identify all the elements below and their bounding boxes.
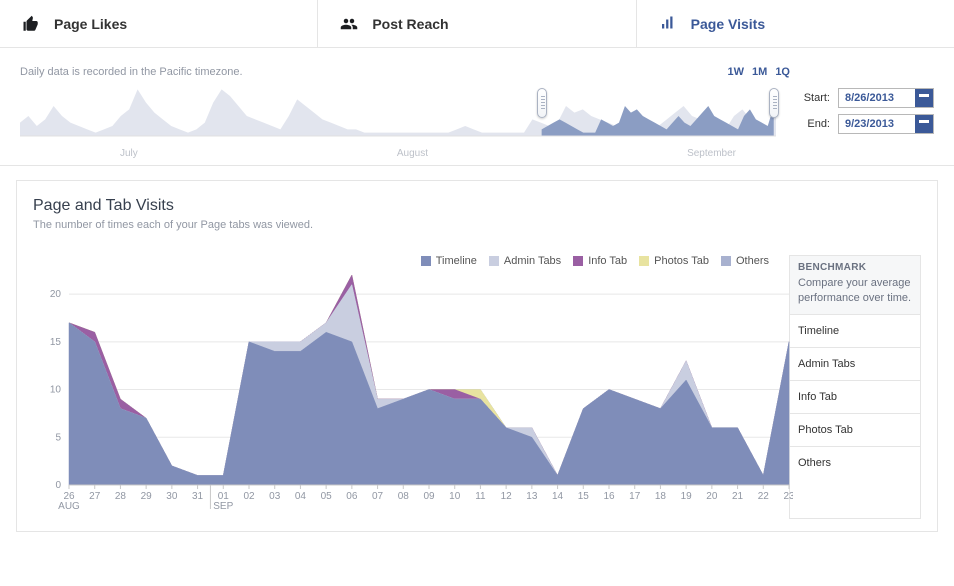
end-date-value: 9/23/2013: [845, 118, 894, 130]
svg-text:14: 14: [552, 491, 564, 502]
benchmark-title: BENCHMARK: [798, 262, 912, 273]
quick-range-1q[interactable]: 1Q: [775, 66, 790, 78]
svg-text:02: 02: [243, 491, 255, 502]
svg-text:30: 30: [166, 491, 178, 502]
svg-text:28: 28: [115, 491, 127, 502]
legend-swatch: [721, 256, 731, 266]
month-label: September: [687, 148, 736, 159]
overview-mini-chart-wrap: [20, 82, 776, 146]
stacked-area-chart[interactable]: 0510152026272829303101020304050607080910…: [33, 271, 793, 519]
bar-chart-icon: [659, 15, 677, 33]
calendar-icon: [915, 89, 933, 107]
overview-panel: Daily data is recorded in the Pacific ti…: [0, 48, 954, 166]
svg-text:12: 12: [501, 491, 513, 502]
legend-label: Info Tab: [588, 255, 627, 267]
legend-swatch: [639, 256, 649, 266]
benchmark-desc: Compare your average performance over ti…: [798, 276, 912, 306]
range-handle-start[interactable]: [537, 88, 547, 118]
legend-item[interactable]: Info Tab: [573, 255, 627, 267]
legend-swatch: [489, 256, 499, 266]
legend-item[interactable]: Admin Tabs: [489, 255, 561, 267]
legend-item[interactable]: Others: [721, 255, 769, 267]
benchmark-option[interactable]: Timeline: [790, 315, 920, 348]
benchmark-option[interactable]: Others: [790, 447, 920, 479]
svg-text:16: 16: [603, 491, 615, 502]
range-handle-end[interactable]: [769, 88, 779, 118]
tab-label: Page Visits: [691, 16, 765, 32]
svg-text:15: 15: [50, 337, 62, 348]
svg-text:20: 20: [50, 289, 62, 300]
benchmark-option[interactable]: Info Tab: [790, 381, 920, 414]
svg-text:11: 11: [475, 491, 486, 502]
svg-text:SEP: SEP: [213, 501, 233, 512]
top-tabs: Page Likes Post Reach Page Visits: [0, 0, 954, 48]
people-icon: [340, 15, 358, 33]
benchmark-option[interactable]: Photos Tab: [790, 414, 920, 447]
svg-text:5: 5: [55, 432, 61, 443]
svg-text:20: 20: [706, 491, 718, 502]
visits-card: Page and Tab Visits The number of times …: [16, 180, 938, 532]
date-range-selectors: Start: 8/26/2013 End: 9/23/2013: [804, 88, 934, 134]
end-date-label: End:: [804, 118, 830, 130]
legend-label: Timeline: [436, 255, 477, 267]
tab-page-visits[interactable]: Page Visits: [637, 0, 954, 47]
benchmark-option[interactable]: Admin Tabs: [790, 348, 920, 381]
legend-swatch: [421, 256, 431, 266]
quick-range-picker: 1W 1M 1Q: [728, 66, 790, 78]
chart-legend: Timeline Admin Tabs Info Tab Photos Tab Othe…: [33, 255, 773, 267]
svg-text:10: 10: [50, 385, 62, 396]
benchmark-header: BENCHMARK Compare your average performan…: [790, 256, 920, 315]
svg-text:08: 08: [398, 491, 410, 502]
tab-page-likes[interactable]: Page Likes: [0, 0, 318, 47]
tab-label: Page Likes: [54, 16, 127, 32]
svg-text:03: 03: [269, 491, 281, 502]
svg-text:15: 15: [578, 491, 590, 502]
legend-label: Admin Tabs: [504, 255, 561, 267]
svg-text:09: 09: [423, 491, 435, 502]
legend-label: Photos Tab: [654, 255, 709, 267]
quick-range-1m[interactable]: 1M: [752, 66, 767, 78]
svg-text:13: 13: [526, 491, 538, 502]
svg-text:0: 0: [55, 480, 61, 491]
thumbs-up-icon: [22, 15, 40, 33]
timezone-note: Daily data is recorded in the Pacific ti…: [20, 66, 934, 78]
svg-text:18: 18: [655, 491, 667, 502]
start-date-value: 8/26/2013: [845, 92, 894, 104]
svg-text:06: 06: [346, 491, 358, 502]
svg-text:17: 17: [629, 491, 641, 502]
svg-text:29: 29: [141, 491, 153, 502]
calendar-icon: [915, 115, 933, 133]
start-date-input[interactable]: 8/26/2013: [838, 88, 934, 108]
svg-text:AUG: AUG: [58, 501, 80, 512]
svg-text:22: 22: [758, 491, 770, 502]
tab-label: Post Reach: [372, 16, 448, 32]
legend-item[interactable]: Photos Tab: [639, 255, 709, 267]
svg-text:27: 27: [89, 491, 101, 502]
svg-text:31: 31: [192, 491, 204, 502]
svg-text:21: 21: [732, 491, 744, 502]
svg-text:23: 23: [783, 491, 793, 502]
svg-text:10: 10: [449, 491, 461, 502]
legend-swatch: [573, 256, 583, 266]
overview-month-labels: July August September: [20, 148, 776, 159]
start-date-label: Start:: [804, 92, 830, 104]
tab-post-reach[interactable]: Post Reach: [318, 0, 636, 47]
benchmark-panel: BENCHMARK Compare your average performan…: [789, 255, 921, 519]
month-label: July: [120, 148, 138, 159]
svg-text:04: 04: [295, 491, 307, 502]
overview-mini-chart[interactable]: [20, 82, 776, 146]
legend-item[interactable]: Timeline: [421, 255, 477, 267]
svg-text:05: 05: [321, 491, 333, 502]
legend-label: Others: [736, 255, 769, 267]
end-date-input[interactable]: 9/23/2013: [838, 114, 934, 134]
svg-text:07: 07: [372, 491, 384, 502]
quick-range-1w[interactable]: 1W: [728, 66, 745, 78]
svg-text:19: 19: [681, 491, 693, 502]
month-label: August: [397, 148, 428, 159]
card-title: Page and Tab Visits: [33, 197, 921, 215]
card-subtitle: The number of times each of your Page ta…: [33, 219, 921, 231]
